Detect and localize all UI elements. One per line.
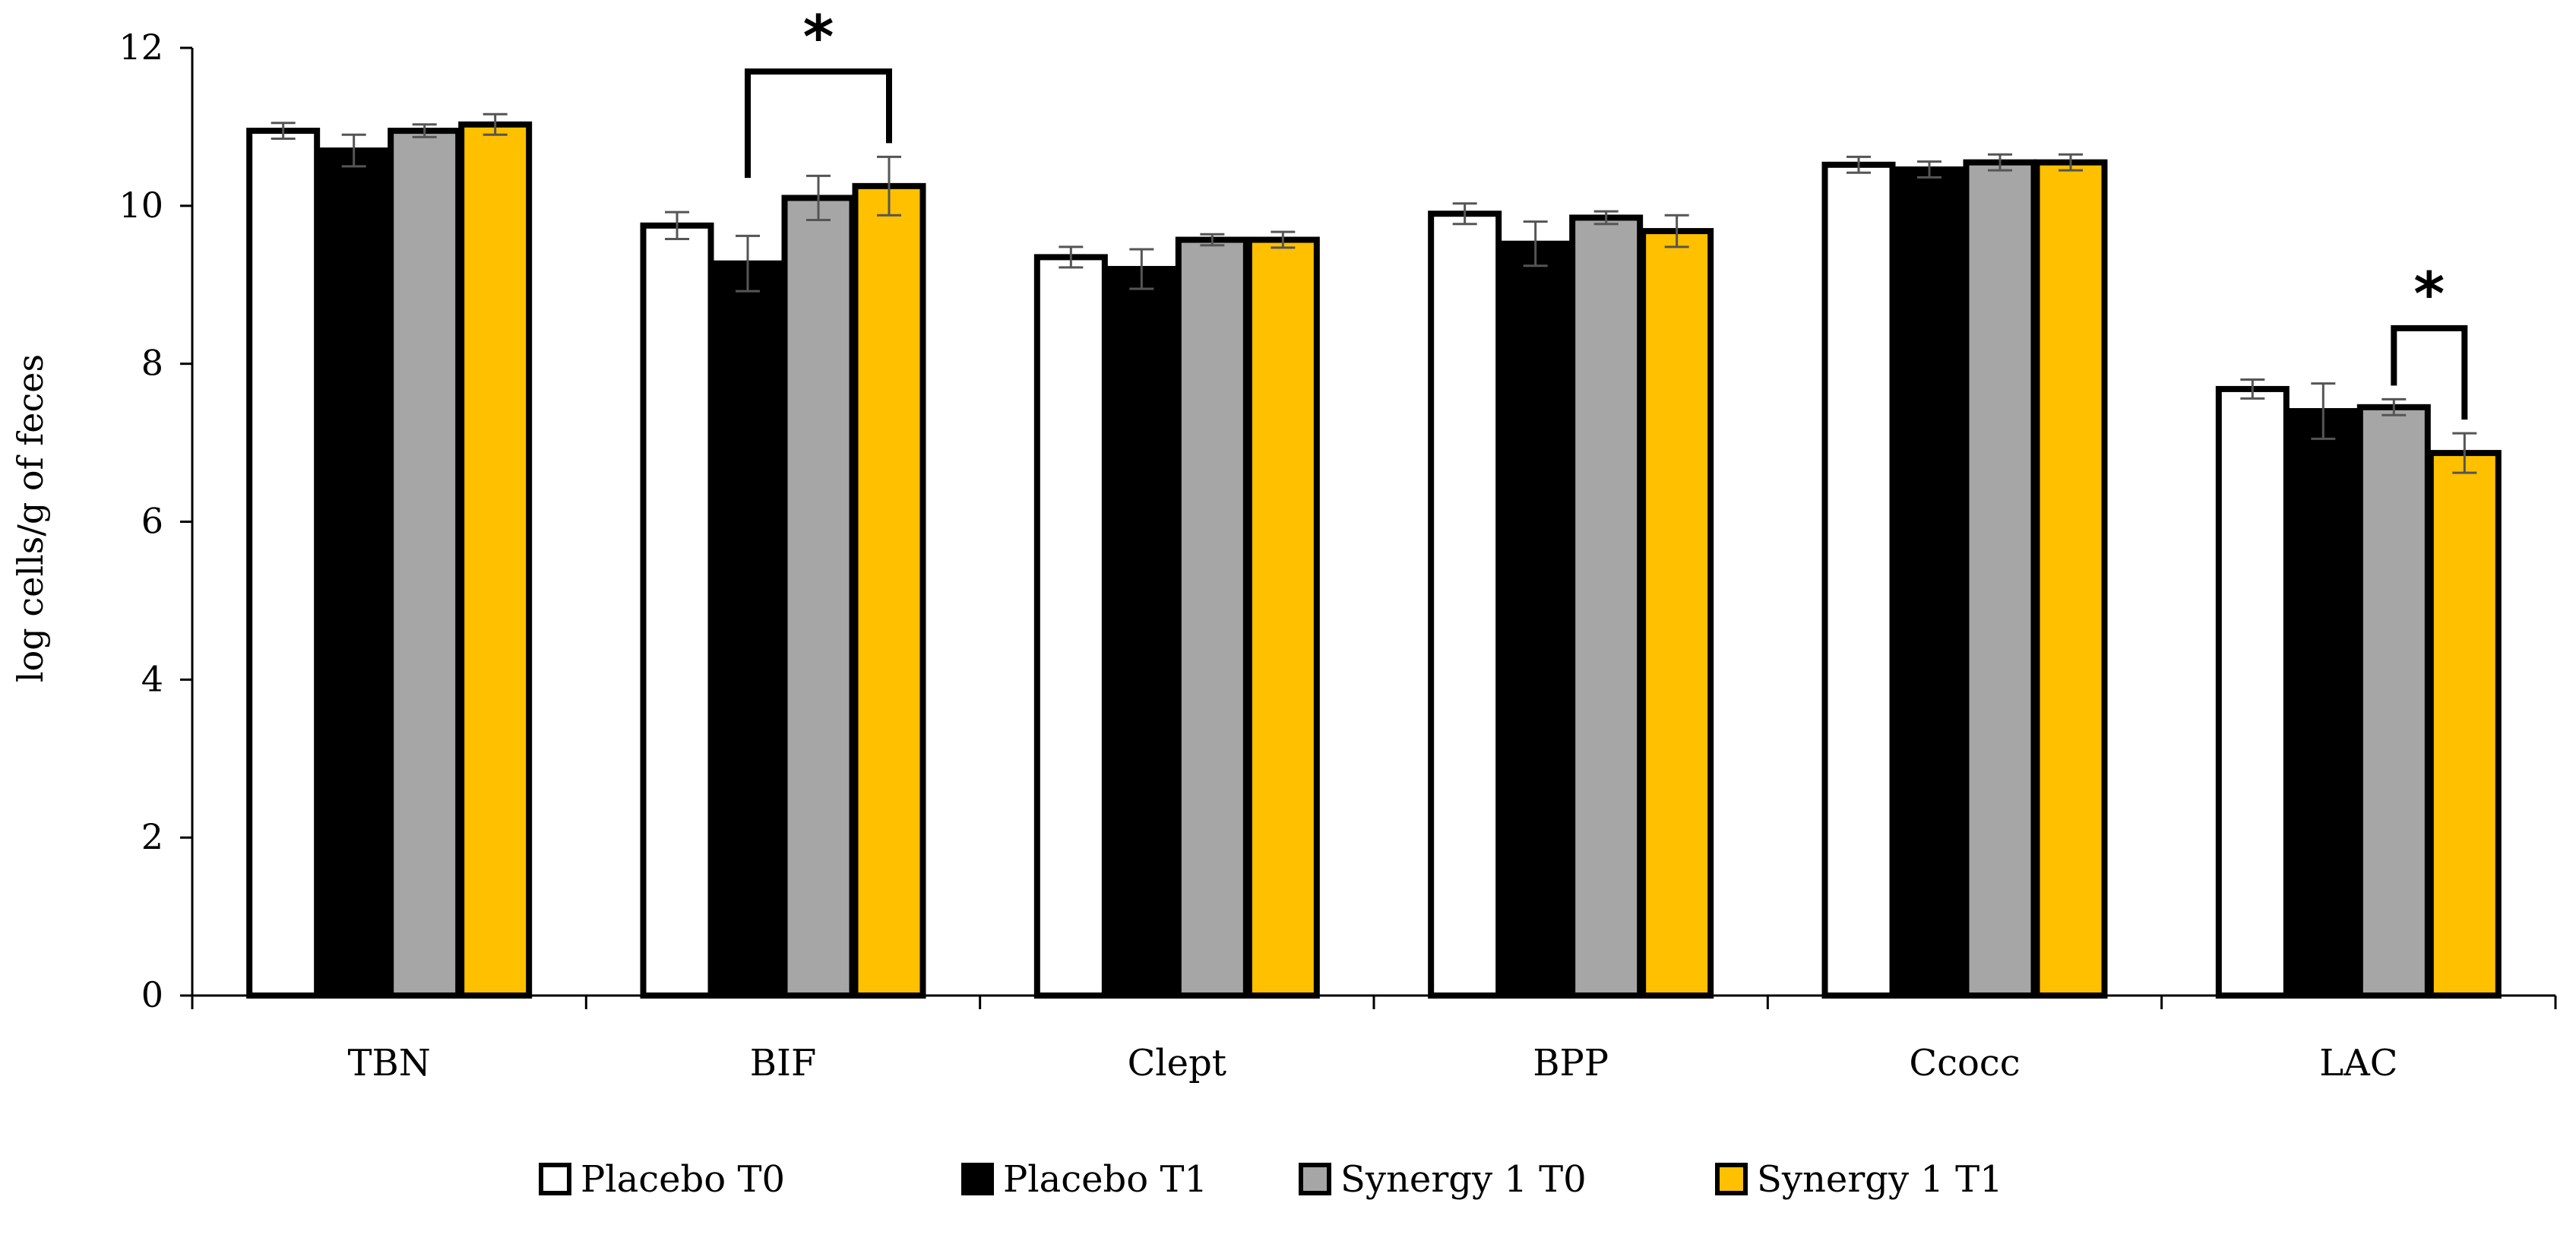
bar (2033, 159, 2108, 999)
bar (458, 121, 533, 999)
bar (2356, 404, 2431, 999)
bar (1104, 265, 1179, 999)
bar (852, 182, 926, 999)
significance-bracket (2391, 324, 2468, 420)
bar (710, 260, 785, 999)
bar (1963, 159, 2037, 999)
bar (2215, 385, 2290, 999)
bar (1033, 254, 1108, 999)
bar (246, 128, 321, 999)
x-category-label: BPP (1533, 1042, 1609, 1084)
y-tick-label: 0 (141, 974, 163, 1015)
x-category-label: BIF (750, 1042, 817, 1084)
significance-annotations: ** (745, 4, 2468, 420)
bar (781, 195, 856, 999)
bar (1821, 161, 1896, 999)
significance-star: * (2413, 261, 2445, 329)
y-tick-label: 10 (119, 185, 163, 226)
y-axis: 0 2 4 6 8 10 12 (119, 27, 194, 1015)
y-tick-label: 2 (141, 816, 163, 857)
y-tick-label: 4 (141, 658, 163, 699)
bar (1892, 166, 1967, 999)
x-category-label: LAC (2319, 1042, 2397, 1084)
legend-swatch (539, 1163, 571, 1195)
bar (1569, 214, 1644, 999)
legend-label: Synergy 1 T1 (1757, 1158, 2003, 1201)
legend-swatch (961, 1163, 994, 1195)
bar (2427, 450, 2502, 999)
bar (2286, 408, 2360, 999)
legend-label: Placebo T0 (581, 1158, 785, 1201)
y-tick-label: 6 (141, 501, 163, 542)
x-category-label: Clept (1128, 1042, 1227, 1084)
bar (1175, 236, 1249, 999)
y-tick-label: 8 (141, 343, 163, 384)
legend-label: Synergy 1 T0 (1340, 1158, 1587, 1201)
bar (388, 128, 462, 999)
bar (1498, 240, 1573, 999)
significance-star: * (803, 4, 834, 72)
x-axis: TBN BIF Clept BPP Ccocc LAC (191, 994, 2557, 1084)
legend-label: Placebo T1 (1003, 1158, 1207, 1201)
bar (1245, 236, 1320, 999)
bar (317, 147, 391, 999)
y-axis-label: log cells/g of feces (10, 354, 51, 682)
x-category-label: Ccocc (1909, 1042, 2020, 1084)
bar (1640, 228, 1714, 999)
legend-swatch (1299, 1163, 1331, 1195)
bar (1428, 211, 1502, 999)
legend-swatch (1715, 1163, 1748, 1195)
bar (640, 222, 714, 999)
y-tick-label: 12 (119, 27, 163, 68)
legend: Placebo T0 Placebo T1 Synergy 1 T0 Synergy … (539, 1158, 2003, 1201)
x-category-label: TBN (348, 1042, 431, 1084)
bars (246, 112, 2502, 999)
significance-bracket (745, 68, 892, 179)
